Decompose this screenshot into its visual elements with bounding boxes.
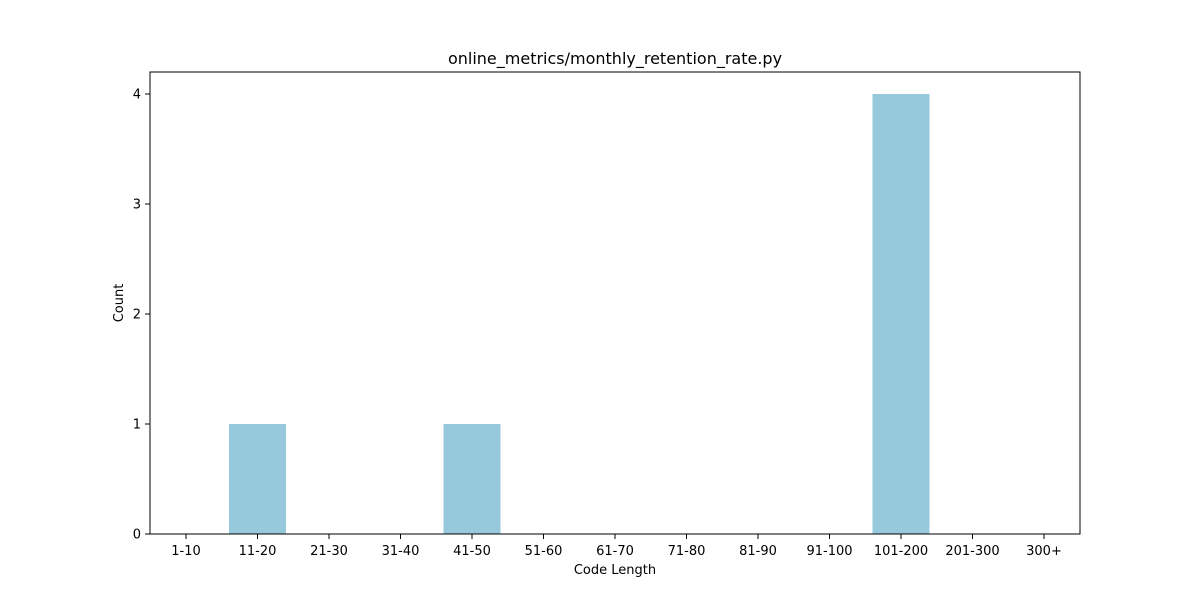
x-tick-label: 81-90 — [739, 544, 777, 559]
x-tick-label: 1-10 — [171, 544, 201, 559]
y-tick-label: 1 — [133, 418, 141, 433]
x-tick-label: 41-50 — [453, 544, 491, 559]
bar-41-50 — [443, 424, 501, 534]
x-tick-label: 101-200 — [874, 544, 928, 559]
x-tick-label: 91-100 — [806, 544, 852, 559]
y-tick-label: 3 — [133, 198, 141, 213]
y-axis-label: Count — [112, 284, 127, 323]
bars-group — [229, 94, 930, 534]
x-tick-label: 11-20 — [239, 544, 277, 559]
chart-title: online_metrics/monthly_retention_rate.py — [448, 49, 782, 69]
x-axis: 1-10 11-20 21-30 31-40 41-50 51-60 61-70 71-80 8… — [171, 534, 1062, 559]
x-tick-label: 21-30 — [310, 544, 348, 559]
y-tick-label: 2 — [133, 308, 141, 323]
y-axis: 0 1 2 3 4 — [133, 88, 150, 543]
bar-11-20 — [229, 424, 286, 534]
y-tick-label: 0 — [133, 528, 141, 543]
x-tick-label: 300+ — [1026, 544, 1062, 559]
plot-frame — [149, 71, 1081, 535]
x-tick-label: 201-300 — [945, 544, 999, 559]
x-tick-label: 71-80 — [668, 544, 706, 559]
x-tick-label: 61-70 — [596, 544, 634, 559]
bar-101-200 — [872, 94, 930, 534]
y-tick-label: 4 — [133, 88, 141, 103]
x-tick-label: 31-40 — [382, 544, 420, 559]
x-tick-label: 51-60 — [525, 544, 563, 559]
x-axis-label: Code Length — [574, 563, 656, 578]
